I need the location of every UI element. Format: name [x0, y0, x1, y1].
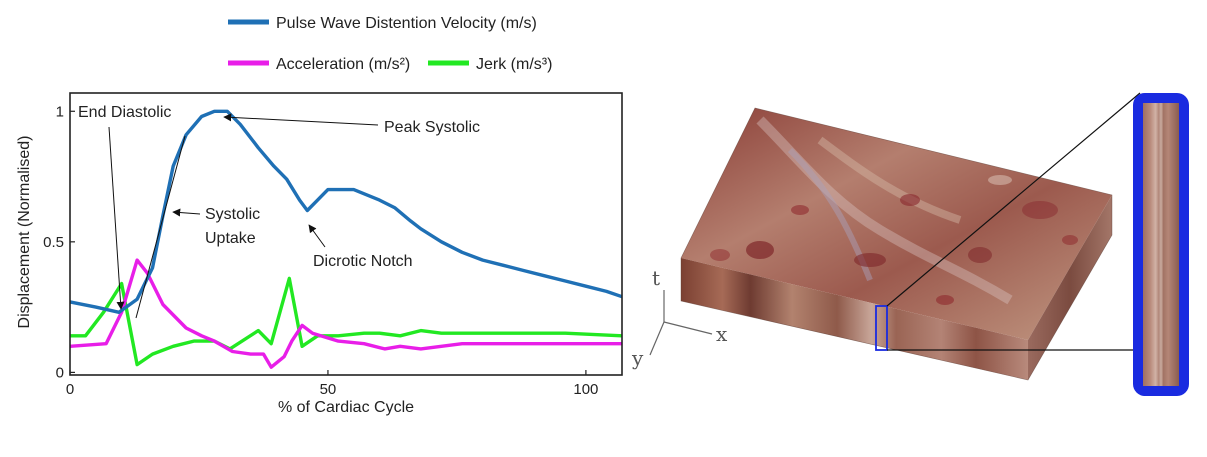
- tissue-volume-side-face: [1028, 195, 1112, 380]
- annotation-dicrotic-notch-text: Dicrotic Notch: [313, 253, 413, 270]
- y-axis-label: Displacement (Normalised): [16, 136, 33, 329]
- annotation-end-diastolic-arrow: [108, 126, 125, 310]
- x-axis-letter: x: [716, 322, 728, 346]
- annotation-peak-systolic-text: Peak Systolic: [384, 119, 480, 136]
- annotation-dicrotic-notch: Dicrotic Notch: [308, 224, 413, 270]
- y-tick-label: 0.5: [43, 234, 64, 251]
- annotation-systolic-uptake: Systolic Uptake: [135, 135, 260, 319]
- legend-label-velocity: Pulse Wave Distention Velocity (m/s): [276, 15, 537, 32]
- x-axis-label: % of Cardiac Cycle: [278, 399, 414, 416]
- legend-label-jerk: Jerk (m/s³): [476, 56, 552, 73]
- line-chart: 0 50 100 0 0.5 1 % of Cardiac Cycle Displacem…: [16, 92, 623, 416]
- x-tick-label: 50: [320, 381, 337, 398]
- legend-label-acceleration: Acceleration (m/s²): [276, 56, 410, 73]
- x-axis-line: [663, 321, 713, 335]
- tick-layer: 0 50 100 0 0.5 1: [43, 103, 598, 398]
- annotations: End Diastolic Peak Systolic Systolic Upt…: [78, 104, 480, 319]
- annotation-peak-systolic-arrow: [223, 113, 379, 126]
- tissue-volume-top-face: [681, 108, 1112, 340]
- tissue-volume-outline: [680, 107, 1113, 381]
- y-axis-letter: y: [631, 346, 644, 370]
- legend-item-acceleration: Acceleration (m/s²): [228, 56, 410, 73]
- y-axis-line: [649, 321, 665, 356]
- x-tick-label: 0: [66, 381, 74, 398]
- tissue-texture: [710, 116, 1078, 305]
- y-tick-label: 0: [56, 364, 64, 381]
- t-axis-label: t: [652, 266, 660, 290]
- series-velocity-line: [69, 109, 623, 314]
- x-tick-label: 100: [573, 381, 598, 398]
- annotation-end-diastolic-text: End Diastolic: [78, 104, 171, 121]
- annotation-systolic-uptake-arrow: [172, 208, 201, 217]
- plot-frame: [69, 92, 623, 376]
- annotation-peak-systolic: Peak Systolic: [223, 113, 480, 136]
- selected-strip-box: [875, 305, 888, 351]
- legend-item-jerk: Jerk (m/s³): [428, 56, 552, 73]
- legend: Pulse Wave Distention Velocity (m/s) Acc…: [228, 15, 552, 73]
- zoomed-strip: [1133, 93, 1189, 396]
- coordinate-axes: t x y: [631, 266, 728, 370]
- annotation-end-diastolic: End Diastolic: [78, 104, 171, 310]
- annotation-systolic-uptake-text-1: Systolic: [205, 206, 260, 223]
- series-layer: [69, 109, 623, 369]
- y-tick-label: 1: [56, 103, 64, 120]
- tissue-volume-illustration: [680, 92, 1141, 381]
- legend-item-velocity: Pulse Wave Distention Velocity (m/s): [228, 15, 537, 32]
- series-jerk-line: [70, 276, 623, 367]
- annotation-dicrotic-notch-arrow: [308, 224, 326, 248]
- series-acceleration-line: [69, 258, 622, 369]
- annotation-systolic-uptake-text-2: Uptake: [205, 230, 256, 247]
- annotation-systolic-uptake-tangent: [135, 135, 186, 319]
- zoom-line-top: [886, 92, 1141, 307]
